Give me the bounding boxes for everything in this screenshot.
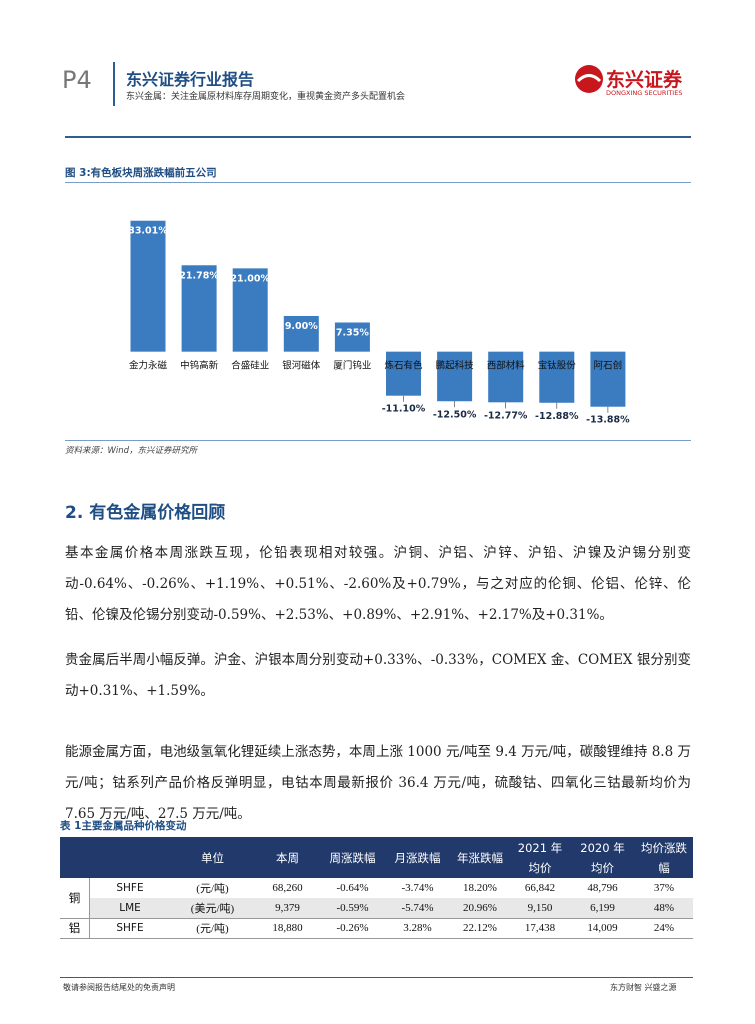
table-cell: 14,009 — [587, 922, 618, 934]
table-cell: SHFE — [116, 882, 144, 894]
bar — [488, 351, 524, 403]
table-cell: 48% — [653, 902, 675, 914]
table-cell: 18.20% — [463, 882, 497, 894]
category-label: 银河磁体 — [282, 360, 321, 372]
row-bg — [90, 898, 693, 918]
bar — [437, 351, 473, 402]
value-label: -12.88% — [535, 411, 579, 422]
report-subtitle: 东兴金属：关注金属原材料库存周期变化，重视黄金资产多头配置机会 — [126, 92, 406, 102]
bar — [232, 268, 268, 352]
table-cell: 18,880 — [272, 922, 303, 934]
group-rule — [60, 918, 693, 919]
metal-cell: 铜 — [60, 878, 90, 918]
table-cell: (美元/吨) — [190, 903, 235, 915]
value-label: -12.77% — [484, 410, 528, 421]
figure-caption: 图 3:有色板块周涨跌幅前五公司 — [65, 167, 217, 179]
category-label: 炼石有色 — [384, 360, 423, 372]
chart: 金力永磁 33.01% 中钨高新 21.78% 合盛硅业 21.00% 银河磁体 9.00% 厦… — [128, 220, 630, 426]
category-label: 中钨高新 — [180, 360, 219, 372]
bar — [181, 265, 217, 352]
table-cell: 37% — [653, 882, 675, 894]
report-title: 东兴证券行业报告 — [126, 70, 255, 89]
header-cell: 年涨跌幅 — [457, 850, 503, 865]
table-cell: 22.12% — [463, 922, 497, 934]
value-label: 7.35% — [336, 328, 369, 339]
group-rule — [60, 938, 693, 939]
header-cell: 2021 年均价 — [517, 840, 563, 875]
metal-cell: 铝 — [60, 918, 90, 938]
source-rule — [65, 440, 691, 441]
table-cell: (元/吨) — [196, 883, 229, 895]
paragraph: 基本金属价格本周涨跌互现，伦铅表现相对较强。沪铜、沪铝、沪锌、沪铅、沪镍及沪锡分… — [65, 545, 691, 623]
table-cell: -0.64% — [336, 882, 369, 894]
paragraph: 贵金属后半周小幅反弹。沪金、沪银本周分别变动+0.33%、-0.33%，COME… — [65, 652, 691, 699]
table-cell: -0.26% — [336, 922, 369, 934]
table-cell: 17,438 — [524, 922, 556, 934]
category-label: 厦门钨业 — [333, 360, 371, 372]
value-label: 21.78% — [179, 270, 219, 281]
value-label: -11.10% — [382, 404, 426, 415]
header-rule — [65, 136, 691, 138]
footer-left: 敬请参阅报告结尾处的免责声明 — [63, 983, 175, 992]
table-header-bg — [60, 837, 693, 878]
footer-rule — [60, 977, 693, 978]
table-cell: 68,260 — [272, 882, 303, 894]
logo-text: 东兴证券 — [606, 69, 683, 91]
value-label: -12.50% — [433, 409, 477, 420]
table-cell: 9,379 — [275, 902, 300, 914]
header-cell: 单位 — [201, 850, 224, 865]
bar — [386, 351, 421, 396]
section-heading: 2. 有色金属价格回顾 — [65, 503, 226, 523]
bar — [539, 351, 575, 403]
header-cell: 均价涨跌幅 — [641, 840, 687, 875]
table-cell: -5.74% — [401, 902, 434, 914]
page-number: P4 — [62, 66, 92, 94]
header-cell: 2020 年均价 — [580, 840, 625, 875]
table-cell: 24% — [653, 922, 675, 934]
table-cell: (元/吨) — [196, 923, 229, 935]
header-cell: 本周 — [276, 850, 299, 865]
table-cell: 20.96% — [463, 902, 497, 914]
table-cell: SHFE — [116, 922, 144, 934]
paragraph: 能源金属方面，电池级氢氧化锂延续上涨态势，本周上涨 1000 元/吨至 9.4 … — [65, 744, 691, 822]
bar — [130, 220, 166, 352]
footer-right: 东方财智 兴盛之源 — [610, 983, 677, 992]
header-cell: 月涨跌幅 — [394, 850, 441, 865]
table-cell: LME — [119, 902, 141, 914]
figure-source: 资料来源：Wind，东兴证券研究所 — [65, 446, 198, 456]
divider — [113, 62, 115, 106]
header-cell: 周涨跌幅 — [329, 850, 376, 865]
category-label: 鹏起科技 — [436, 360, 475, 372]
figure-rule — [65, 182, 691, 183]
bar — [334, 322, 370, 352]
category-label: 宝钛股份 — [538, 360, 577, 372]
value-label: 33.01% — [128, 226, 168, 237]
table-cell: -0.59% — [336, 902, 369, 914]
category-label: 金力永磁 — [129, 360, 168, 372]
value-label: -13.88% — [586, 415, 630, 426]
category-label: 阿石创 — [594, 360, 623, 372]
table-cell: 6,199 — [590, 902, 615, 914]
table-cell: 66,842 — [524, 882, 556, 894]
table-cell: 3.28% — [403, 922, 432, 934]
table-cell: -3.74% — [401, 882, 434, 894]
bar — [283, 315, 319, 352]
logo-en: DONGXING SECURITIES — [606, 89, 683, 97]
table-cell: 9,150 — [527, 902, 553, 914]
category-label: 西部材料 — [487, 360, 526, 372]
value-label: 21.00% — [230, 273, 270, 284]
value-label: 9.00% — [285, 321, 318, 332]
table-cell: 48,796 — [587, 882, 618, 894]
category-label: 合盛硅业 — [231, 360, 269, 372]
bar — [590, 351, 626, 407]
table-caption: 表 1主要金属品种价格变动 — [60, 820, 187, 832]
logo-icon — [575, 65, 603, 93]
